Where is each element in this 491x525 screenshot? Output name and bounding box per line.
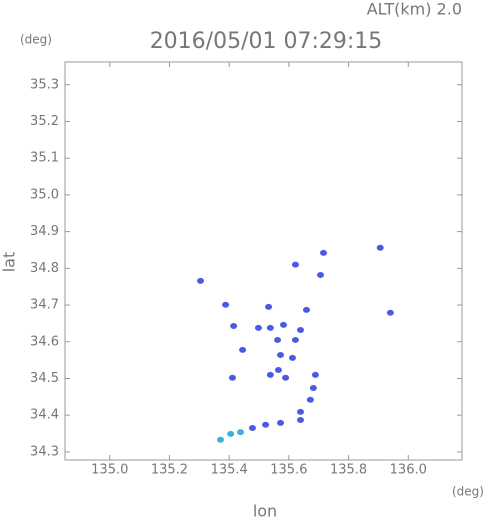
echo-cell (277, 351, 285, 358)
echo-cell (265, 303, 273, 310)
chart-title: 2016/05/01 07:29:15 (150, 29, 383, 54)
echo-cell (291, 336, 299, 343)
echo-cell (311, 371, 319, 378)
echo-cell (319, 249, 327, 256)
y-tick-label: 35.2 (30, 114, 59, 129)
echo-cell (237, 429, 245, 436)
echo-cell (306, 396, 314, 403)
echo-cell (297, 408, 305, 415)
y-tick-label: 34.3 (30, 444, 59, 459)
x-tick-label: 135.6 (270, 463, 307, 478)
echo-cell (274, 367, 282, 374)
x-tick-label: 135.4 (211, 463, 248, 478)
x-tick-label: 135.8 (330, 463, 367, 478)
echo-cell (222, 301, 230, 308)
y-tick-label: 34.7 (30, 298, 59, 313)
echo-cell (262, 421, 270, 428)
y-tick-label: 35.0 (30, 187, 59, 202)
echo-cell (282, 374, 290, 381)
echo-cell (248, 425, 256, 432)
y-tick-label: 34.9 (30, 224, 59, 239)
plot-frame (64, 61, 463, 461)
echo-cell (217, 436, 225, 443)
y-tick-label: 34.8 (30, 261, 59, 276)
echo-cell (239, 346, 247, 353)
y-axis-label: lat (0, 252, 19, 273)
echo-cell (274, 336, 282, 343)
echo-cell (376, 244, 384, 251)
y-tick-label: 35.1 (30, 151, 59, 166)
echo-cell (228, 374, 236, 381)
x-tick-label: 135.0 (91, 463, 128, 478)
y-unit: (deg) (20, 33, 52, 47)
y-tick-label: 34.6 (30, 334, 59, 349)
echo-cell (317, 271, 325, 278)
y-tick-label: 34.4 (30, 408, 59, 423)
y-tick-label: 34.5 (30, 371, 59, 386)
x-tick-label: 135.2 (151, 463, 188, 478)
echo-cell (297, 416, 305, 423)
echo-cell (230, 322, 238, 329)
echo-cell (227, 430, 235, 437)
echo-cell (254, 324, 262, 331)
echo-cell (197, 277, 205, 284)
echo-cell (288, 354, 296, 361)
subtitle: ALT(km) 2.0 (367, 0, 462, 19)
x-tick-label: 136.0 (390, 463, 427, 478)
echo-cell (297, 327, 305, 334)
x-unit: (deg) (452, 485, 484, 499)
echo-cell (309, 385, 317, 392)
echo-cell (277, 419, 285, 426)
echo-cell (386, 309, 394, 316)
echo-cell (302, 306, 310, 313)
echo-cell (266, 371, 274, 378)
x-axis-label: lon (253, 502, 277, 521)
echo-cell (266, 324, 274, 331)
y-tick-label: 35.3 (30, 77, 59, 92)
echo-cell (291, 261, 299, 268)
echo-cell (279, 321, 287, 328)
